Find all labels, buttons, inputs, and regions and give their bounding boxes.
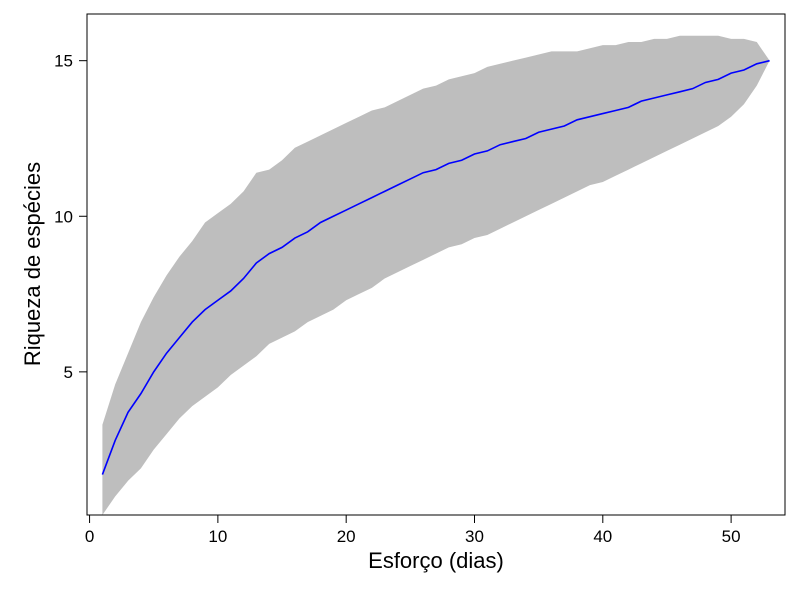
y-tick-label: 5 [64,363,73,382]
mean-richness-line [101,59,770,475]
x-tick-label: 30 [465,527,484,546]
plot-frame [86,13,786,516]
y-tick-label: 10 [54,207,73,226]
x-tick-label: 10 [208,527,227,546]
y-tick-label: 15 [54,52,73,71]
x-axis: 0 10 20 30 40 50 [85,515,741,546]
x-axis-title: Esforço (dias) [368,548,504,573]
x-tick-label: 50 [722,527,741,546]
x-tick-label: 0 [85,527,94,546]
y-axis: 5 10 15 [54,52,87,382]
x-tick-label: 20 [337,527,356,546]
y-axis-title: Riqueza de espécies [20,162,45,366]
x-tick-label: 40 [593,527,612,546]
confidence-band [102,35,770,515]
